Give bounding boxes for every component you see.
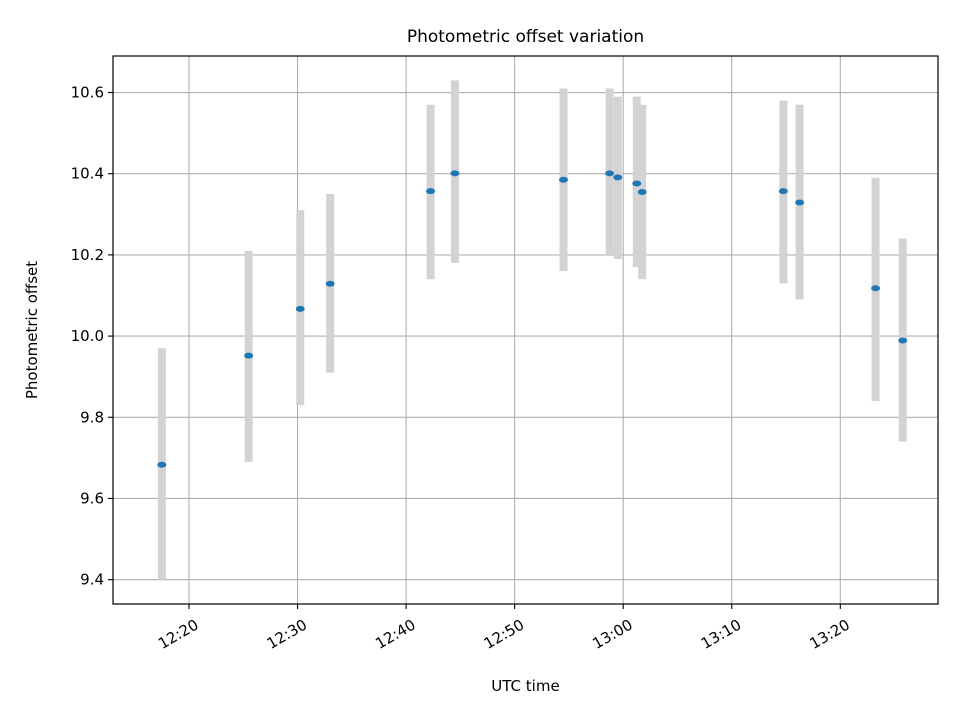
y-tick-label: 10.0 <box>71 327 104 345</box>
y-tick-label: 10.2 <box>71 246 104 264</box>
data-point <box>795 199 805 206</box>
y-axis-label: Photometric offset <box>23 261 41 399</box>
chart-title: Photometric offset variation <box>407 27 644 47</box>
data-point <box>871 285 881 292</box>
data-point <box>613 174 623 181</box>
data-point <box>632 180 642 187</box>
data-point <box>244 352 254 359</box>
y-tick-label: 9.6 <box>80 489 104 507</box>
data-point <box>778 188 788 195</box>
x-axis-label: UTC time <box>491 677 559 695</box>
y-tick-label: 9.4 <box>80 571 104 589</box>
data-point <box>450 170 460 177</box>
plot-area <box>113 56 938 604</box>
plot-frame <box>112 55 939 605</box>
y-tick-label: 10.4 <box>71 165 104 183</box>
data-point <box>157 461 167 468</box>
data-point <box>325 280 335 287</box>
data-point <box>898 337 908 344</box>
data-point <box>605 170 615 177</box>
data-point <box>426 188 436 195</box>
data-points <box>157 170 908 468</box>
data-point <box>295 305 305 312</box>
grid-lines <box>113 56 938 604</box>
y-tick-label: 9.8 <box>80 408 104 426</box>
data-point <box>558 176 568 183</box>
data-point <box>637 188 647 195</box>
y-tick-label: 10.6 <box>71 84 104 102</box>
